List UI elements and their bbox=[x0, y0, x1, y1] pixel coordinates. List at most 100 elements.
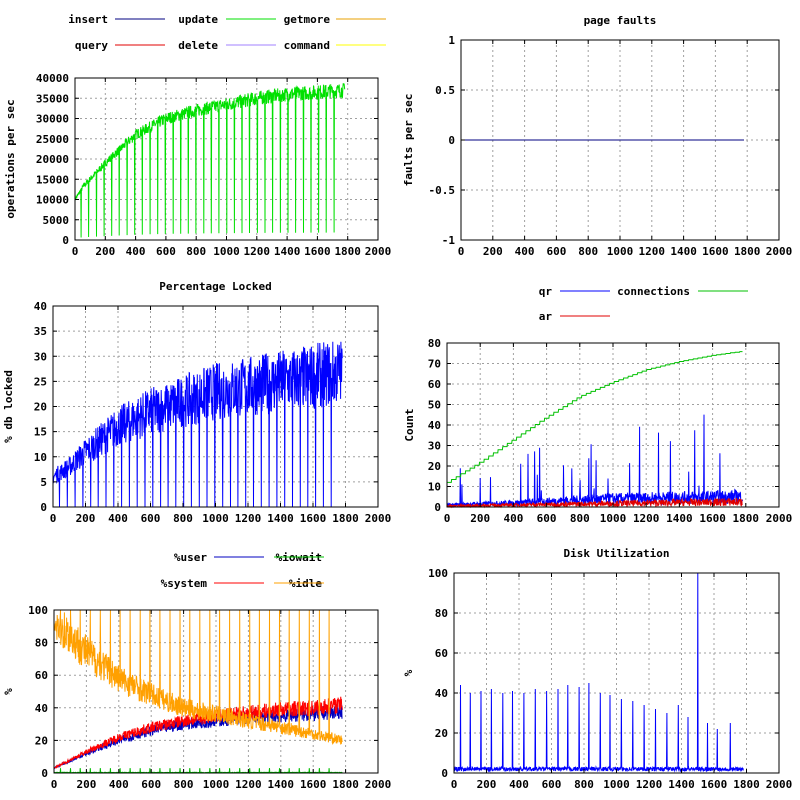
x-tick-label: 1200 bbox=[235, 778, 262, 791]
legend-label: query bbox=[75, 39, 108, 52]
x-tick-label: 0 bbox=[50, 512, 57, 525]
x-tick-label: 800 bbox=[574, 778, 594, 791]
chart-legend: %user %iowait%system %idle bbox=[161, 551, 324, 590]
legend-label: %system bbox=[161, 577, 208, 590]
x-tick-label: 0 bbox=[51, 778, 58, 791]
y-tick-label: 20 bbox=[34, 401, 47, 414]
y-axis-label: % bbox=[2, 688, 15, 695]
x-tick-label: 2000 bbox=[766, 512, 793, 525]
x-tick-label: 1800 bbox=[733, 778, 760, 791]
x-tick-label: 1800 bbox=[332, 778, 359, 791]
series-line-system bbox=[53, 696, 343, 769]
x-tick-label: 1200 bbox=[639, 245, 666, 258]
chart-4: 0 200 400 600 800 1000 1200 1400 1600 1800 2000 0 10… bbox=[403, 285, 792, 525]
y-tick-label: 40 bbox=[428, 419, 441, 432]
legend-label: %user bbox=[174, 551, 207, 564]
y-tick-label: 80 bbox=[428, 337, 441, 350]
x-tick-label: 800 bbox=[174, 778, 194, 791]
chart-1: 0 200 400 600 800 1000 1200 1400 1600 1800 2000050… bbox=[4, 13, 391, 258]
x-tick-label: 1000 bbox=[603, 778, 630, 791]
y-tick-label: 40 bbox=[34, 300, 47, 313]
legend-label: command bbox=[284, 39, 330, 52]
y-tick-label: 25000 bbox=[36, 133, 69, 146]
x-tick-label: 200 bbox=[470, 512, 490, 525]
x-tick-label: 400 bbox=[126, 245, 146, 258]
x-tick-label: 0 bbox=[458, 245, 465, 258]
x-tick-label: 600 bbox=[546, 245, 566, 258]
x-tick-label: 0 bbox=[444, 512, 451, 525]
x-tick-label: 1200 bbox=[636, 778, 663, 791]
x-tick-label: 200 bbox=[76, 512, 96, 525]
x-tick-label: 1600 bbox=[699, 512, 726, 525]
legend-label: connections bbox=[617, 285, 690, 298]
x-tick-label: 1800 bbox=[334, 245, 361, 258]
series-line-ar bbox=[446, 497, 743, 509]
chart-6: 0 200 400 600 800 1000 1200 1400 1600 1800 2000 0 20… bbox=[402, 547, 792, 791]
x-tick-label: 2000 bbox=[365, 778, 392, 791]
x-tick-label: 400 bbox=[503, 512, 523, 525]
y-tick-label: 5 bbox=[40, 476, 47, 489]
y-tick-label: 30 bbox=[428, 440, 441, 453]
chart-legend: qr connections ar bbox=[539, 285, 748, 323]
x-tick-label: 1000 bbox=[213, 245, 240, 258]
chart-title: Disk Utilization bbox=[564, 547, 670, 560]
x-tick-label: 800 bbox=[578, 245, 598, 258]
chart-5: 0 200 400 600 800 1000 1200 1400 1600 1800 2000 0 20… bbox=[2, 551, 391, 791]
x-tick-label: 1000 bbox=[600, 512, 627, 525]
x-tick-label: 1600 bbox=[300, 512, 327, 525]
x-tick-label: 800 bbox=[570, 512, 590, 525]
y-tick-label: 25 bbox=[34, 375, 47, 388]
x-tick-label: 1400 bbox=[268, 778, 295, 791]
y-tick-label: 40000 bbox=[36, 72, 69, 85]
x-tick-label: 1400 bbox=[668, 778, 695, 791]
y-tick-label: 30 bbox=[34, 350, 47, 363]
y-tick-label: 15000 bbox=[36, 173, 69, 186]
x-tick-label: 0 bbox=[72, 245, 79, 258]
series-line-qr bbox=[446, 414, 743, 509]
y-tick-label: 1 bbox=[448, 34, 455, 47]
y-axis-label: faults per sec bbox=[402, 94, 415, 187]
x-tick-label: 600 bbox=[537, 512, 557, 525]
x-tick-label: 2000 bbox=[766, 245, 793, 258]
x-tick-label: 2000 bbox=[365, 245, 392, 258]
x-tick-label: 200 bbox=[76, 778, 96, 791]
legend-label: qr bbox=[539, 285, 553, 298]
y-tick-label: 60 bbox=[428, 378, 441, 391]
x-tick-label: 1200 bbox=[633, 512, 660, 525]
x-tick-label: 400 bbox=[109, 778, 129, 791]
x-tick-label: 1000 bbox=[202, 512, 229, 525]
chart-legend: insert update getmore query delete command bbox=[68, 13, 386, 52]
x-tick-label: 2000 bbox=[365, 512, 392, 525]
y-tick-label: 100 bbox=[28, 604, 48, 617]
x-tick-label: 200 bbox=[483, 245, 503, 258]
y-tick-label: 15 bbox=[34, 426, 47, 439]
x-tick-label: 400 bbox=[108, 512, 128, 525]
x-tick-label: 1800 bbox=[332, 512, 359, 525]
y-axis-label: Count bbox=[403, 408, 416, 441]
y-tick-label: 10 bbox=[34, 451, 47, 464]
legend-label: getmore bbox=[284, 13, 331, 26]
x-tick-label: 1000 bbox=[607, 245, 634, 258]
y-tick-label: 0 bbox=[434, 501, 441, 514]
y-tick-label: 30000 bbox=[36, 113, 69, 126]
x-tick-label: 1600 bbox=[304, 245, 331, 258]
series-line-idle bbox=[53, 609, 343, 746]
x-tick-label: 2000 bbox=[766, 778, 793, 791]
y-tick-label: 0 bbox=[41, 767, 48, 780]
x-tick-label: 600 bbox=[141, 778, 161, 791]
series-line-connections bbox=[447, 351, 743, 483]
y-tick-label: 0 bbox=[40, 501, 47, 514]
y-tick-label: 5000 bbox=[43, 214, 70, 227]
y-tick-label: 80 bbox=[435, 607, 448, 620]
x-tick-label: 600 bbox=[156, 245, 176, 258]
y-tick-label: 10000 bbox=[36, 194, 69, 207]
y-axis-label: operations per sec bbox=[4, 99, 17, 218]
x-tick-label: 400 bbox=[515, 245, 535, 258]
legend-label: ar bbox=[539, 310, 553, 323]
x-tick-label: 1400 bbox=[274, 245, 301, 258]
y-axis-label: % db locked bbox=[2, 370, 15, 443]
y-tick-label: 100 bbox=[428, 567, 448, 580]
y-tick-label: 40 bbox=[35, 702, 48, 715]
chart-title: Percentage Locked bbox=[159, 280, 272, 293]
x-tick-label: 1400 bbox=[267, 512, 294, 525]
